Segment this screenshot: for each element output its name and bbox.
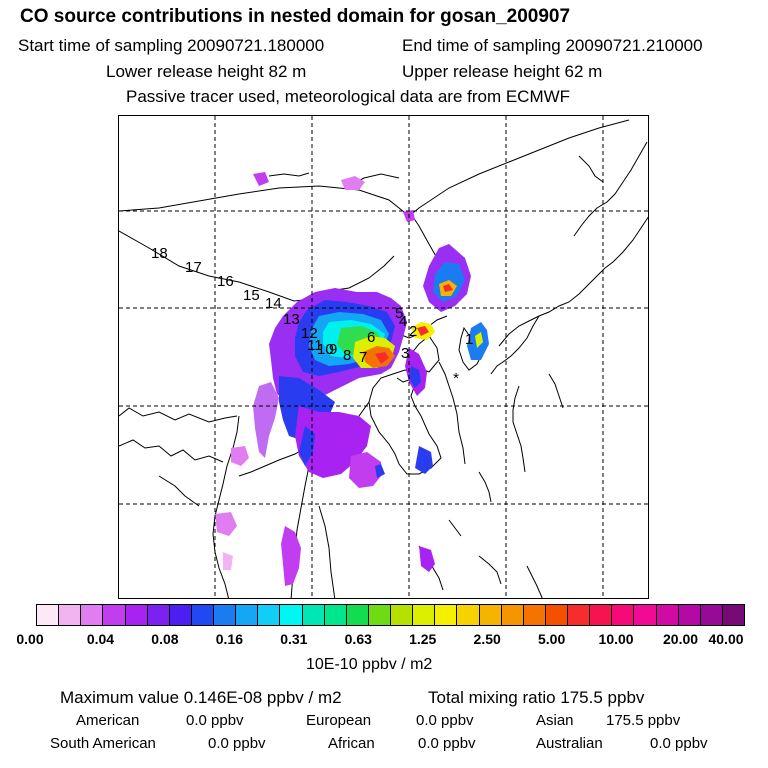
colorbar-unit: 10E-10 ppbv / m2 (306, 656, 433, 673)
total-mixing-ratio: Total mixing ratio 175.5 ppbv (428, 688, 645, 707)
colorbar-segment (590, 605, 613, 625)
colorbar-segment (722, 605, 744, 625)
colorbar-segment (368, 605, 391, 625)
colorbar-segment (457, 605, 480, 625)
trajectory-label-14: 14 (265, 295, 282, 312)
colorbar-segment (324, 605, 347, 625)
american-label: American (76, 712, 140, 729)
trajectory-label-5: 5 (395, 305, 403, 322)
colorbar-segment (346, 605, 369, 625)
colorbar-segment (258, 605, 281, 625)
asian-value: 175.5 ppbv (606, 712, 681, 729)
colorbar-tick-label: 10.00 (598, 631, 634, 647)
colorbar-tick-label: 2.50 (473, 631, 501, 647)
colorbar-tick-label: 0.04 (86, 631, 115, 647)
trajectory-label-15: 15 (243, 287, 260, 304)
start-time-label: Start time of sampling 20090721.180000 (18, 36, 325, 55)
colorbar-segment (678, 605, 701, 625)
australian-label: Australian (536, 735, 603, 752)
trajectory-label-7: 7 (359, 349, 367, 366)
map-panel: 1 2 3 4 5 6 7 8 9 10 11 12 13 14 15 16 17 18 * (118, 115, 649, 599)
colorbar-segment (413, 605, 436, 625)
colorbar-segment (612, 605, 635, 625)
australian-value: 0.0 ppbv (650, 735, 708, 752)
colorbar-segment (169, 605, 192, 625)
upper-release-height: Upper release height 62 m (402, 62, 603, 81)
trajectory-label-12: 12 (301, 325, 318, 342)
colorbar-tick-label: 1.25 (409, 631, 437, 647)
colorbar (36, 604, 745, 626)
south-american-value: 0.0 ppbv (208, 735, 266, 752)
african-value: 0.0 ppbv (418, 735, 476, 752)
trajectory-label-11: 11 (307, 337, 323, 354)
colorbar-segment (59, 605, 82, 625)
colorbar-tick-label: 0.00 (16, 631, 44, 647)
colorbar-segment (147, 605, 170, 625)
colorbar-segment (125, 605, 148, 625)
max-value: Maximum value 0.146E-08 ppbv / m2 (60, 688, 342, 707)
colorbar-segment (302, 605, 325, 625)
colorbar-tick-label: 0.16 (215, 631, 243, 647)
trajectory-label-9: 9 (329, 341, 337, 358)
colorbar-segment (501, 605, 524, 625)
colorbar-tick-label: 0.31 (280, 631, 308, 647)
trajectory-label-13: 13 (283, 311, 300, 328)
colorbar-tick-label: 40.00 (708, 631, 744, 647)
european-label: European (306, 712, 372, 729)
end-time-label: End time of sampling 20090721.210000 (402, 36, 703, 55)
south-american-label: South American (50, 735, 156, 752)
lat-lon-gridlines (119, 116, 648, 598)
colorbar-segment (280, 605, 303, 625)
trajectory-label-18: 18 (151, 245, 168, 262)
colorbar-segment (435, 605, 458, 625)
trajectory-label-6: 6 (367, 329, 375, 346)
trajectory-label-3: 3 (401, 345, 409, 362)
colorbar-segment (634, 605, 657, 625)
trajectory-label-10: 10 (317, 341, 334, 358)
colorbar-segment (656, 605, 679, 625)
european-value: 0.0 ppbv (416, 712, 474, 729)
trajectory-label-17: 17 (185, 259, 202, 276)
trajectory-label-4: 4 (399, 313, 407, 330)
american-value: 0.0 ppbv (186, 712, 244, 729)
lower-release-height: Lower release height 82 m (106, 62, 307, 81)
colorbar-segment (391, 605, 414, 625)
colorbar-segment (191, 605, 214, 625)
colorbar-tick-label: 20.00 (663, 631, 699, 647)
colorbar-segment (568, 605, 591, 625)
colorbar-tick-label: 0.63 (344, 631, 372, 647)
colorbar-segment (545, 605, 568, 625)
page-title: CO source contributions in nested domain… (20, 6, 571, 27)
colorbar-segment (236, 605, 259, 625)
trajectory-label-2: 2 (409, 323, 417, 340)
tracer-note: Passive tracer used, meteorological data… (126, 87, 571, 106)
colorbar-segment (81, 605, 104, 625)
colorbar-segment (700, 605, 723, 625)
asian-label: Asian (536, 712, 574, 729)
african-label: African (328, 735, 375, 752)
trajectory-label-16: 16 (217, 273, 234, 290)
colorbar-segment (214, 605, 237, 625)
colorbar-tick-label: 5.00 (538, 631, 566, 647)
receptor-marker: * (453, 370, 459, 387)
colorbar-segment (103, 605, 126, 625)
colorbar-tick-label: 0.08 (151, 631, 179, 647)
colorbar-segment (479, 605, 502, 625)
trajectory-label-8: 8 (343, 347, 351, 364)
colorbar-segment (37, 605, 60, 625)
plume-blobs (215, 172, 489, 586)
trajectory-label-1: 1 (465, 331, 473, 348)
colorbar-segment (523, 605, 546, 625)
